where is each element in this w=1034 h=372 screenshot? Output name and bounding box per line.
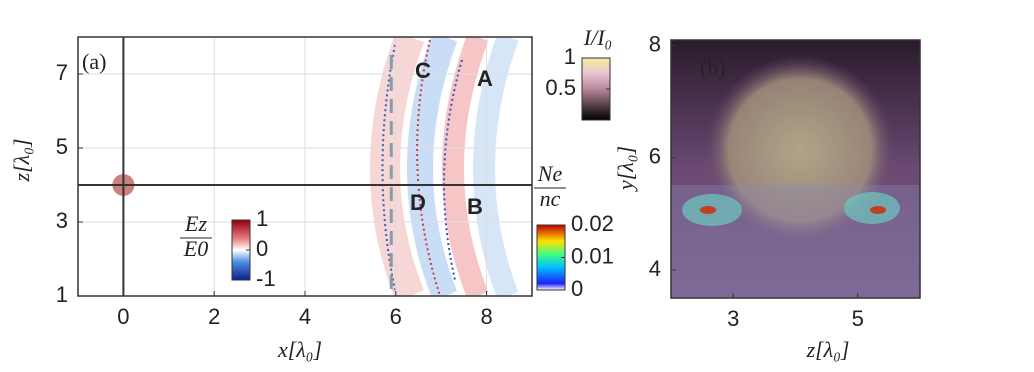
colorbar-tick-label: 0 bbox=[256, 236, 268, 261]
y-axis-label: y[λ₀] bbox=[613, 146, 638, 192]
annotation: A bbox=[477, 66, 493, 91]
colorbar bbox=[581, 57, 611, 121]
plot-frame bbox=[670, 39, 921, 299]
x-tick-label: 6 bbox=[390, 304, 402, 329]
colorbar-tick-label: 0.02 bbox=[571, 211, 614, 236]
colorbar-tick-label: 0 bbox=[571, 276, 583, 301]
colorbar-tick-label: 1 bbox=[564, 44, 576, 69]
x-tick-label: 8 bbox=[480, 304, 492, 329]
colorbar-label-denominator: E0 bbox=[183, 236, 208, 261]
colorbar-tick-label: 0.01 bbox=[571, 243, 614, 268]
y-tick-label: 6 bbox=[649, 144, 661, 169]
panel-label: (a) bbox=[82, 49, 106, 74]
x-tick-label: 3 bbox=[727, 306, 739, 331]
x-axis-label: z[λ₀] bbox=[806, 337, 850, 362]
colorbar bbox=[536, 224, 566, 291]
colorbar-tick-label: 0.5 bbox=[545, 75, 576, 100]
field-decoration bbox=[370, 37, 519, 296]
intensity-decoration bbox=[671, 40, 920, 298]
annotation: C bbox=[415, 58, 431, 83]
colorbar-label: I/I₀ bbox=[583, 25, 612, 50]
x-tick-label: 5 bbox=[852, 306, 864, 331]
y-tick-label: 7 bbox=[56, 60, 68, 85]
y-tick-label: 5 bbox=[56, 134, 68, 159]
annotation: B bbox=[467, 194, 483, 219]
colorbar-label-numerator: Ez bbox=[184, 211, 207, 236]
y-axis-label: z[λ₀] bbox=[9, 139, 34, 183]
y-tick-label: 4 bbox=[649, 256, 661, 281]
x-tick-label: 4 bbox=[299, 304, 311, 329]
y-tick-label: 8 bbox=[649, 31, 661, 56]
annotation: D bbox=[410, 190, 426, 215]
colorbar-tick-label: -1 bbox=[256, 266, 276, 291]
y-tick-label: 3 bbox=[56, 208, 68, 233]
panel-label: (b) bbox=[700, 55, 726, 80]
plot-frame bbox=[77, 36, 533, 297]
x-axis-label: x[λ₀] bbox=[277, 337, 322, 362]
x-tick-label: 2 bbox=[208, 304, 220, 329]
colorbar-tick-label: 1 bbox=[256, 206, 268, 231]
colorbar-label-numerator: Ne bbox=[537, 161, 563, 186]
colorbar-label-denominator: nc bbox=[540, 186, 561, 211]
x-tick-label: 0 bbox=[117, 304, 129, 329]
y-tick-label: 1 bbox=[56, 282, 68, 307]
